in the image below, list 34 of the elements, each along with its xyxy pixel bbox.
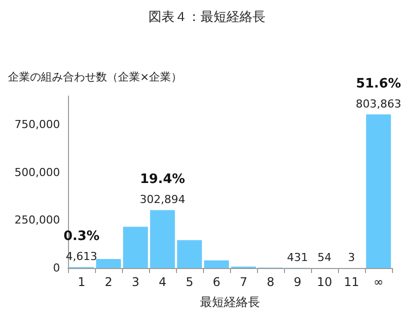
x-tick-label: 11 xyxy=(344,275,360,289)
bar xyxy=(204,260,229,268)
bar xyxy=(177,240,202,268)
x-tick-label: 6 xyxy=(212,275,220,289)
annotation: 19.4% xyxy=(140,172,186,188)
data-label: 4,613 xyxy=(66,250,98,264)
x-tick-label: 1 xyxy=(78,275,86,289)
data-label: 3 xyxy=(348,251,355,264)
y-tick-label: 750,000 xyxy=(14,118,60,132)
x-tick-label: 8 xyxy=(266,275,274,289)
annotation: 0.3% xyxy=(63,229,100,244)
x-tick-label: 9 xyxy=(294,275,302,289)
x-tick-label: 2 xyxy=(104,275,112,289)
y-tick-label: 250,000 xyxy=(14,214,60,227)
data-label: 54 xyxy=(318,250,332,264)
data-label: 803,863 xyxy=(356,97,402,110)
y-axis-title: 企業の組み合わせ数（企業×企業） xyxy=(8,70,182,84)
bar xyxy=(150,210,175,268)
y-tick-label: 0 xyxy=(53,262,60,274)
x-tick-label: 7 xyxy=(240,275,248,289)
x-tick-label: 10 xyxy=(316,275,332,289)
y-tick-label: 500,000 xyxy=(14,166,60,179)
x-tick-label: ∞ xyxy=(374,275,384,289)
data-label: 302,894 xyxy=(140,193,186,206)
x-tick-label: 4 xyxy=(158,275,166,289)
bar xyxy=(96,259,121,268)
annotation: 51.6% xyxy=(356,76,402,92)
x-axis-title: 最短経絡長 xyxy=(200,295,260,309)
bar xyxy=(366,114,391,268)
x-tick-label: 5 xyxy=(186,275,194,289)
bar xyxy=(123,226,148,268)
chart-title: 図表４：最短経絡長 xyxy=(148,10,266,25)
x-tick-label: 3 xyxy=(132,275,140,289)
data-label: 431 xyxy=(287,250,308,264)
